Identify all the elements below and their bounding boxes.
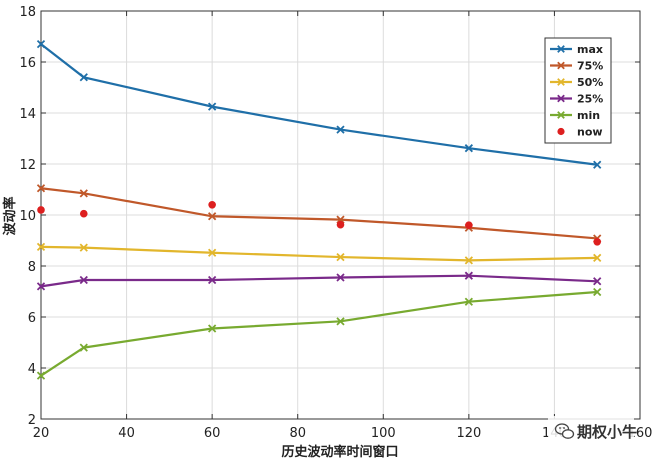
wechat-icon <box>554 423 575 439</box>
legend-label: now <box>577 126 603 139</box>
watermark: 期权小牛 <box>548 416 637 442</box>
legend-marker <box>557 94 565 103</box>
y-tick-label: 4 <box>28 362 36 377</box>
point-max <box>36 40 46 49</box>
point-min <box>464 297 473 306</box>
point-25pct <box>464 271 473 280</box>
legend-marker <box>557 61 565 70</box>
legend-marker <box>557 78 565 86</box>
legend: max 75% 50% 25% min now <box>544 37 612 144</box>
point-now <box>208 201 216 209</box>
x-tick-label: 120 <box>456 426 481 441</box>
legend-marker <box>557 45 565 53</box>
y-tick-label: 10 <box>19 209 36 224</box>
point-25pct <box>36 282 46 291</box>
legend-label: 75% <box>577 60 603 73</box>
point-50pct <box>336 252 345 262</box>
point-now <box>37 206 45 214</box>
y-tick-label: 12 <box>19 158 36 173</box>
point-50pct <box>208 248 217 257</box>
point-25pct <box>593 277 602 286</box>
point-min <box>79 343 88 352</box>
point-now <box>465 221 473 229</box>
point-min <box>36 371 46 380</box>
x-tick-label: 20 <box>33 426 50 441</box>
x-tick-label: 80 <box>289 426 306 441</box>
point-min <box>208 324 217 333</box>
y-tick-label: 6 <box>28 311 36 326</box>
point-50pct <box>464 256 473 265</box>
y-tick-label: 18 <box>19 5 36 20</box>
legend-marker <box>557 111 565 119</box>
point-25pct <box>79 275 88 285</box>
point-75pct <box>208 212 217 221</box>
x-tick-label: 40 <box>118 426 135 441</box>
series-line-50pct <box>40 245 598 262</box>
y-tick-label: 14 <box>19 107 36 122</box>
legend-entry-now: now <box>557 126 603 139</box>
legend-label: max <box>577 43 603 56</box>
series-layer <box>36 40 602 380</box>
point-75pct <box>79 189 88 198</box>
y-tick-label: 8 <box>28 260 36 275</box>
legend-label: 25% <box>577 93 603 106</box>
legend-entry-50pct: 50% <box>550 76 603 89</box>
point-50pct <box>593 253 602 262</box>
series-line-25pct <box>40 274 598 288</box>
point-max <box>464 144 473 153</box>
point-min <box>336 317 345 326</box>
series-line-max <box>40 43 598 166</box>
legend-entry-min: min <box>550 109 600 122</box>
series-line-min <box>40 290 598 377</box>
legend-entry-max: max <box>550 43 603 56</box>
x-tick-label: 60 <box>204 426 221 441</box>
point-now <box>79 209 88 218</box>
point-50pct <box>36 242 46 252</box>
legend-entry-25pct: 25% <box>550 93 603 106</box>
legend-label: 50% <box>577 76 603 89</box>
series-line-75pct <box>40 187 598 240</box>
point-25pct <box>208 275 217 285</box>
point-75pct <box>36 184 46 193</box>
watermark-text: 期权小牛 <box>577 423 637 441</box>
point-25pct <box>336 273 345 282</box>
y-tick-label: 2 <box>28 413 36 428</box>
y-tick-label: 16 <box>19 56 36 71</box>
x-tick-label: 100 <box>371 426 396 441</box>
point-50pct <box>79 243 88 252</box>
point-max <box>593 160 602 169</box>
point-now <box>593 237 602 246</box>
point-max <box>208 102 217 111</box>
point-min <box>593 287 602 297</box>
legend-box <box>544 37 612 144</box>
y-axis-label: 波动率 <box>2 196 18 235</box>
point-max <box>336 125 345 134</box>
x-axis-label: 历史波动率时间窗口 <box>281 444 398 460</box>
point-now <box>336 220 345 229</box>
point-max <box>79 73 88 82</box>
legend-swatch <box>557 127 565 136</box>
legend-label: min <box>577 109 600 122</box>
legend-entry-75pct: 75% <box>550 60 603 73</box>
